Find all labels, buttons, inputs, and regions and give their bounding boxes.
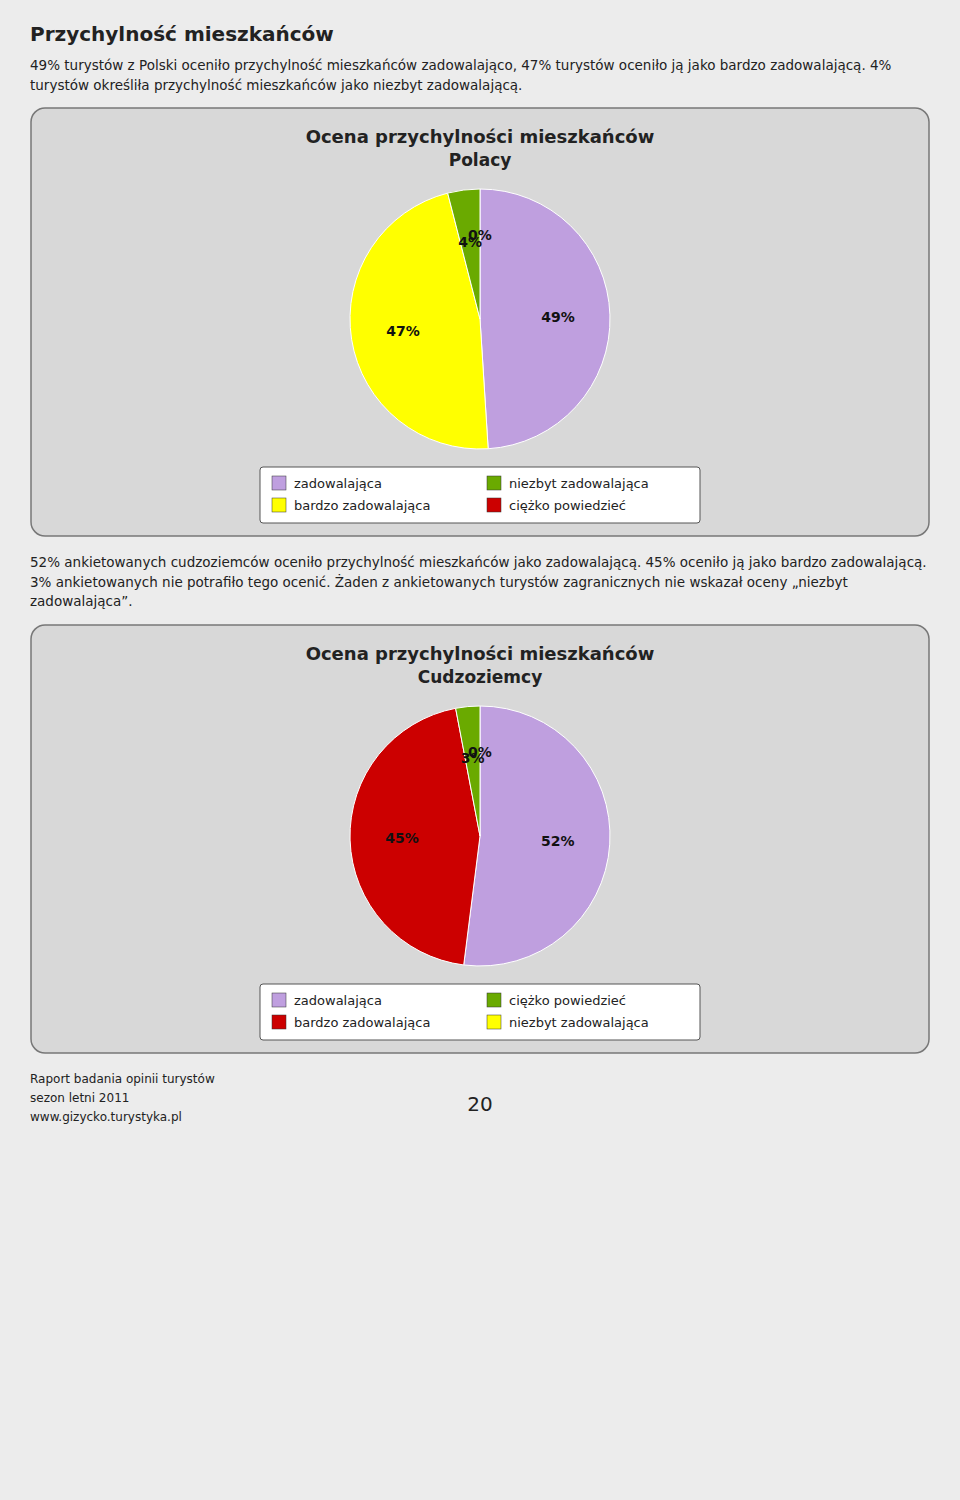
legend-swatch <box>272 993 286 1007</box>
chart-title: Ocena przychylności mieszkańców <box>306 126 655 147</box>
pie-chart: Ocena przychylności mieszkańców Polacy 49%… <box>30 107 930 537</box>
legend-swatch <box>487 1015 501 1029</box>
chart-subtitle: Polacy <box>449 150 512 170</box>
pie-slice <box>480 189 610 449</box>
data-label: 49% <box>541 309 575 325</box>
legend: zadowalająca bardzo zadowalająca ciężko po… <box>260 984 700 1040</box>
data-label: 47% <box>386 323 420 339</box>
pie-slice <box>448 189 480 319</box>
header: Przychylność mieszkańców <box>30 22 930 46</box>
data-label: 45% <box>385 830 419 846</box>
data-label: 52% <box>541 833 575 849</box>
footer-line: Raport badania opinii turystów <box>30 1070 930 1089</box>
legend-swatch <box>272 1015 286 1029</box>
footer: Raport badania opinii turystówsezon letn… <box>30 1070 930 1140</box>
legend-entry: bardzo zadowalająca <box>294 1014 430 1029</box>
paragraph: 49% turystów z Polski oceniło przychylno… <box>30 56 930 95</box>
pie-chart: Ocena przychylności mieszkańców Cudzoziem… <box>30 624 930 1054</box>
legend-entry: ciężko powiedzieć <box>509 992 626 1007</box>
legend-entry: niezbyt zadowalająca <box>509 1014 649 1029</box>
chart-title: Ocena przychylności mieszkańców <box>306 643 655 664</box>
legend-entry: bardzo zadowalająca <box>294 498 430 513</box>
legend-frame <box>260 984 700 1040</box>
data-label: 0% <box>468 227 492 243</box>
data-label: 0% <box>468 743 492 759</box>
data-labels: 49%47%4%0% <box>386 227 575 340</box>
legend-entry: zadowalająca <box>294 476 382 491</box>
legend-frame <box>260 467 700 523</box>
legend-entry: ciężko powiedzieć <box>509 498 626 513</box>
legend-swatch <box>272 498 286 512</box>
legend-swatch <box>487 476 501 490</box>
slices <box>350 189 610 449</box>
pie-slice <box>464 706 610 966</box>
page-number: 20 <box>30 1088 930 1120</box>
chart-subtitle: Cudzoziemcy <box>418 667 542 687</box>
legend-swatch <box>487 993 501 1007</box>
slices <box>350 706 610 966</box>
legend-swatch <box>272 476 286 490</box>
legend-swatch <box>487 498 501 512</box>
legend: zadowalająca bardzo zadowalająca niezbyt z… <box>260 467 700 523</box>
chart-panel <box>31 625 929 1053</box>
pie-slice <box>350 708 480 965</box>
paragraph: 52% ankietowanych cudzoziemców oceniło p… <box>30 553 930 612</box>
legend-entry: zadowalająca <box>294 992 382 1007</box>
legend-entry: niezbyt zadowalająca <box>509 476 649 491</box>
chart-panel <box>31 108 929 536</box>
data-labels: 52%45%3%0% <box>385 743 574 848</box>
page: Przychylność mieszkańców 49% turystów z P… <box>0 0 960 1158</box>
pie-slice <box>456 706 480 836</box>
